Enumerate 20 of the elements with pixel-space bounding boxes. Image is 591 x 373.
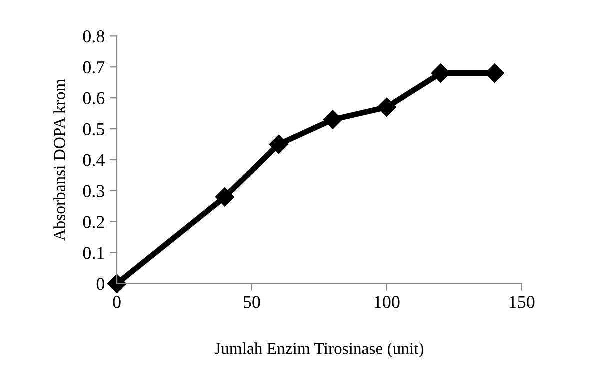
y-tick-label: 0.3 — [83, 185, 105, 198]
y-tick-label: 0.1 — [83, 247, 104, 260]
x-axis-title: Jumlah Enzim Tirosinase (unit) — [214, 342, 424, 358]
y-tick-label: 0.8 — [83, 30, 105, 43]
point — [323, 110, 342, 130]
y-tick-label: 0 — [96, 278, 105, 290]
x-tick-label: 100 — [374, 296, 400, 308]
point — [107, 274, 127, 294]
x-tick-label: 50 — [244, 296, 260, 308]
y-tick-label: 0.4 — [83, 154, 105, 167]
y-axis-title: Absorbansi DOPA krom — [54, 79, 66, 242]
x-tick-label: 0 — [113, 296, 121, 308]
point — [269, 135, 288, 154]
y-tick-label: 0.5 — [83, 123, 105, 136]
point — [377, 98, 396, 117]
y-tick-label: 0.6 — [83, 92, 105, 105]
point — [215, 188, 235, 207]
x-tick-label: 150 — [510, 296, 535, 308]
y-tick-label: 0.2 — [83, 216, 104, 228]
y-tick-label: 0.7 — [83, 61, 105, 74]
